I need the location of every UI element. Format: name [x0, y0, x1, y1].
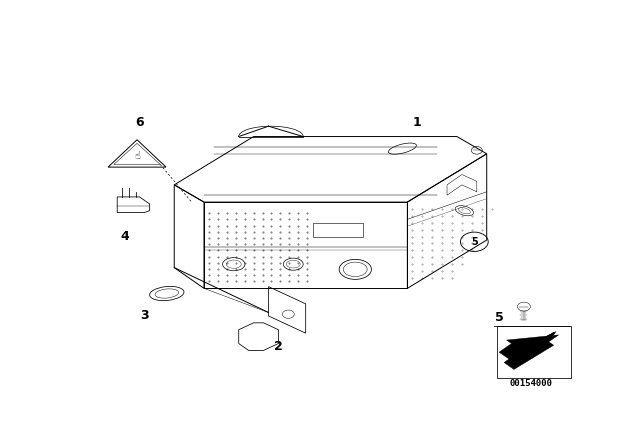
Text: 4: 4 [120, 230, 129, 243]
Text: ☝: ☝ [134, 151, 140, 160]
Text: 3: 3 [140, 310, 148, 323]
Text: 5: 5 [471, 237, 477, 247]
Text: 5: 5 [495, 311, 504, 324]
Text: 1: 1 [413, 116, 422, 129]
Polygon shape [514, 332, 556, 359]
Text: 00154000: 00154000 [510, 379, 553, 388]
Text: 2: 2 [274, 340, 283, 353]
Text: 6: 6 [135, 116, 144, 129]
Polygon shape [499, 335, 559, 370]
